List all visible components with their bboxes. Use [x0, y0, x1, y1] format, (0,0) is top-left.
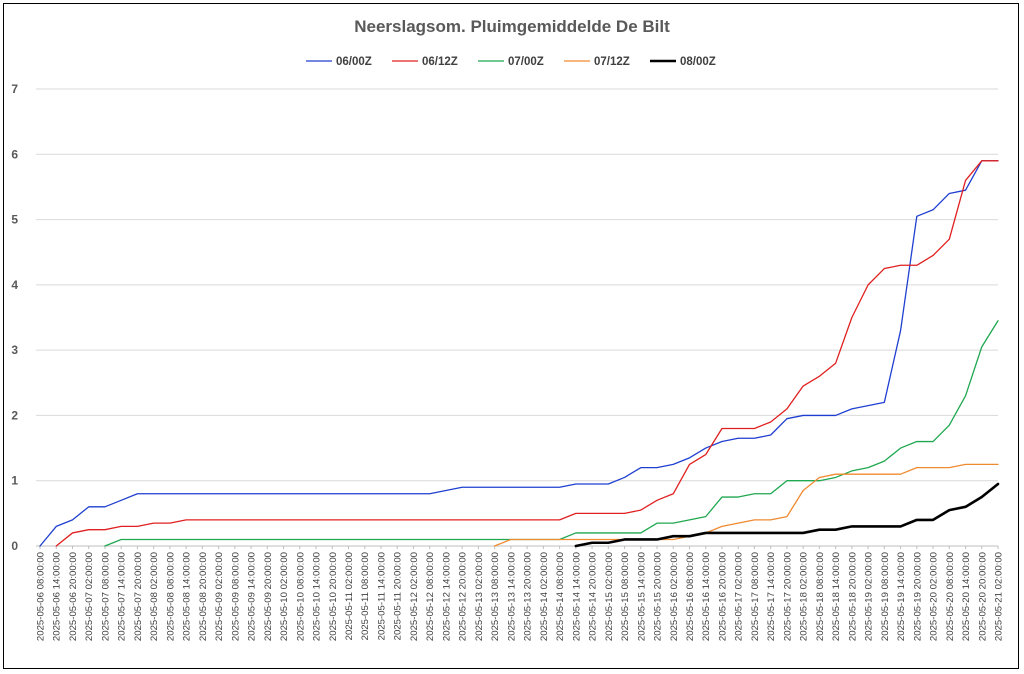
x-tick-label: 2025-05-14 08:00:00 — [555, 552, 566, 641]
legend-label: 07/12Z — [594, 56, 630, 68]
series-line-07-12z — [493, 463, 999, 547]
y-tick-label: 3 — [11, 343, 18, 357]
x-tick-label: 2025-05-15 02:00:00 — [604, 552, 615, 641]
x-tick-label: 2025-05-11 02:00:00 — [344, 552, 355, 640]
y-tick-label: 7 — [11, 82, 18, 96]
x-tick-label: 2025-05-19 20:00:00 — [912, 552, 923, 641]
x-tick-label: 2025-05-17 14:00:00 — [766, 552, 777, 641]
legend: 06/00Z 06/12Z 07/00Z 07/12Z 08/00Z — [306, 56, 716, 68]
series-line-06-00z — [39, 160, 999, 547]
x-tick-label: 2025-05-19 08:00:00 — [880, 552, 891, 641]
x-tick-label: 2025-05-11 20:00:00 — [393, 552, 404, 640]
x-tick-label: 2025-05-13 20:00:00 — [523, 552, 534, 641]
gridlines — [36, 88, 998, 547]
y-tick-label: 6 — [11, 147, 18, 161]
x-tick-label: 2025-05-18 14:00:00 — [831, 552, 842, 641]
x-tick-label: 2025-05-07 02:00:00 — [84, 552, 95, 641]
x-tick-label: 2025-05-14 14:00:00 — [571, 552, 582, 641]
x-tick-label: 2025-05-12 02:00:00 — [409, 552, 420, 641]
x-tick-label: 2025-05-16 02:00:00 — [669, 552, 680, 641]
y-tick-label: 2 — [11, 408, 18, 422]
x-tick-label: 2025-05-15 08:00:00 — [620, 552, 631, 641]
x-tick-label: 2025-05-19 02:00:00 — [864, 552, 875, 641]
x-tick-label: 2025-05-20 02:00:00 — [929, 552, 940, 641]
x-tick-label: 2025-05-06 14:00:00 — [52, 552, 63, 641]
x-tick-label: 2025-05-10 02:00:00 — [279, 552, 290, 641]
x-tick-label: 2025-05-14 02:00:00 — [539, 552, 550, 641]
y-tick-label: 1 — [11, 474, 18, 488]
x-tick-label: 2025-05-15 20:00:00 — [653, 552, 664, 641]
x-tick-label: 2025-05-08 14:00:00 — [182, 552, 193, 641]
x-tick-label: 2025-05-20 14:00:00 — [961, 552, 972, 641]
series-line-06-12z — [55, 160, 999, 547]
x-tick-label: 2025-05-12 08:00:00 — [425, 552, 436, 641]
x-tick-label: 2025-05-16 08:00:00 — [685, 552, 696, 641]
x-tick-label: 2025-05-09 08:00:00 — [230, 552, 241, 641]
x-axis-ticks: 2025-05-06 08:00:00 2025-05-06 14:00:00 20… — [36, 546, 1005, 641]
x-tick-label: 2025-05-06 08:00:00 — [36, 552, 47, 641]
y-tick-label: 5 — [11, 213, 18, 227]
x-tick-label: 2025-05-07 14:00:00 — [117, 552, 128, 641]
x-tick-label: 2025-05-17 20:00:00 — [782, 552, 793, 641]
x-tick-label: 2025-05-20 20:00:00 — [977, 552, 988, 641]
series-line-08-00z — [574, 482, 1000, 548]
x-tick-label: 2025-05-18 08:00:00 — [815, 552, 826, 641]
x-tick-label: 2025-05-19 14:00:00 — [896, 552, 907, 641]
x-tick-label: 2025-05-10 08:00:00 — [295, 552, 306, 641]
x-tick-label: 2025-05-13 14:00:00 — [506, 552, 517, 641]
x-tick-label: 2025-05-09 14:00:00 — [247, 552, 258, 641]
x-tick-label: 2025-05-20 08:00:00 — [945, 552, 956, 641]
legend-label: 06/00Z — [336, 56, 372, 68]
x-tick-label: 2025-05-11 14:00:00 — [376, 552, 387, 640]
series-line-07-00z — [104, 320, 999, 547]
x-tick-label: 2025-05-13 02:00:00 — [474, 552, 485, 641]
x-tick-label: 2025-05-15 14:00:00 — [636, 552, 647, 641]
legend-label: 06/12Z — [422, 56, 458, 68]
x-tick-label: 2025-05-16 14:00:00 — [701, 552, 712, 641]
x-tick-label: 2025-05-17 02:00:00 — [734, 552, 745, 641]
x-tick-label: 2025-05-09 02:00:00 — [214, 552, 225, 641]
x-tick-label: 2025-05-12 14:00:00 — [441, 552, 452, 641]
y-tick-label: 4 — [11, 278, 18, 292]
y-tick-label: 0 — [11, 539, 18, 553]
x-tick-label: 2025-05-10 20:00:00 — [328, 552, 339, 641]
x-tick-label: 2025-05-09 20:00:00 — [263, 552, 274, 641]
chart-frame — [3, 3, 1019, 669]
x-tick-label: 2025-05-13 08:00:00 — [490, 552, 501, 641]
chart-title: Neerslagsom. Pluimgemiddelde De Bilt — [354, 17, 670, 36]
x-tick-label: 2025-05-08 02:00:00 — [149, 552, 160, 641]
y-axis-ticks: 0 1 2 3 4 5 6 7 — [11, 82, 18, 553]
x-tick-label: 2025-05-11 08:00:00 — [360, 552, 371, 640]
x-tick-label: 2025-05-14 20:00:00 — [588, 552, 599, 641]
x-tick-label: 2025-05-12 20:00:00 — [458, 552, 469, 641]
legend-label: 07/00Z — [508, 56, 544, 68]
x-tick-label: 2025-05-08 20:00:00 — [198, 552, 209, 641]
x-tick-label: 2025-05-08 08:00:00 — [165, 552, 176, 641]
x-tick-label: 2025-05-10 14:00:00 — [312, 552, 323, 641]
series-lines — [39, 160, 1000, 548]
x-tick-label: 2025-05-17 08:00:00 — [750, 552, 761, 641]
x-tick-label: 2025-05-07 08:00:00 — [100, 552, 111, 641]
legend-label: 08/00Z — [680, 56, 716, 68]
x-tick-label: 2025-05-18 02:00:00 — [799, 552, 810, 641]
x-tick-label: 2025-05-21 02:00:00 — [994, 552, 1005, 641]
x-tick-label: 2025-05-07 20:00:00 — [133, 552, 144, 641]
x-tick-label: 2025-05-18 20:00:00 — [847, 552, 858, 641]
x-tick-label: 2025-05-06 20:00:00 — [68, 552, 79, 641]
x-tick-label: 2025-05-16 20:00:00 — [717, 552, 728, 641]
